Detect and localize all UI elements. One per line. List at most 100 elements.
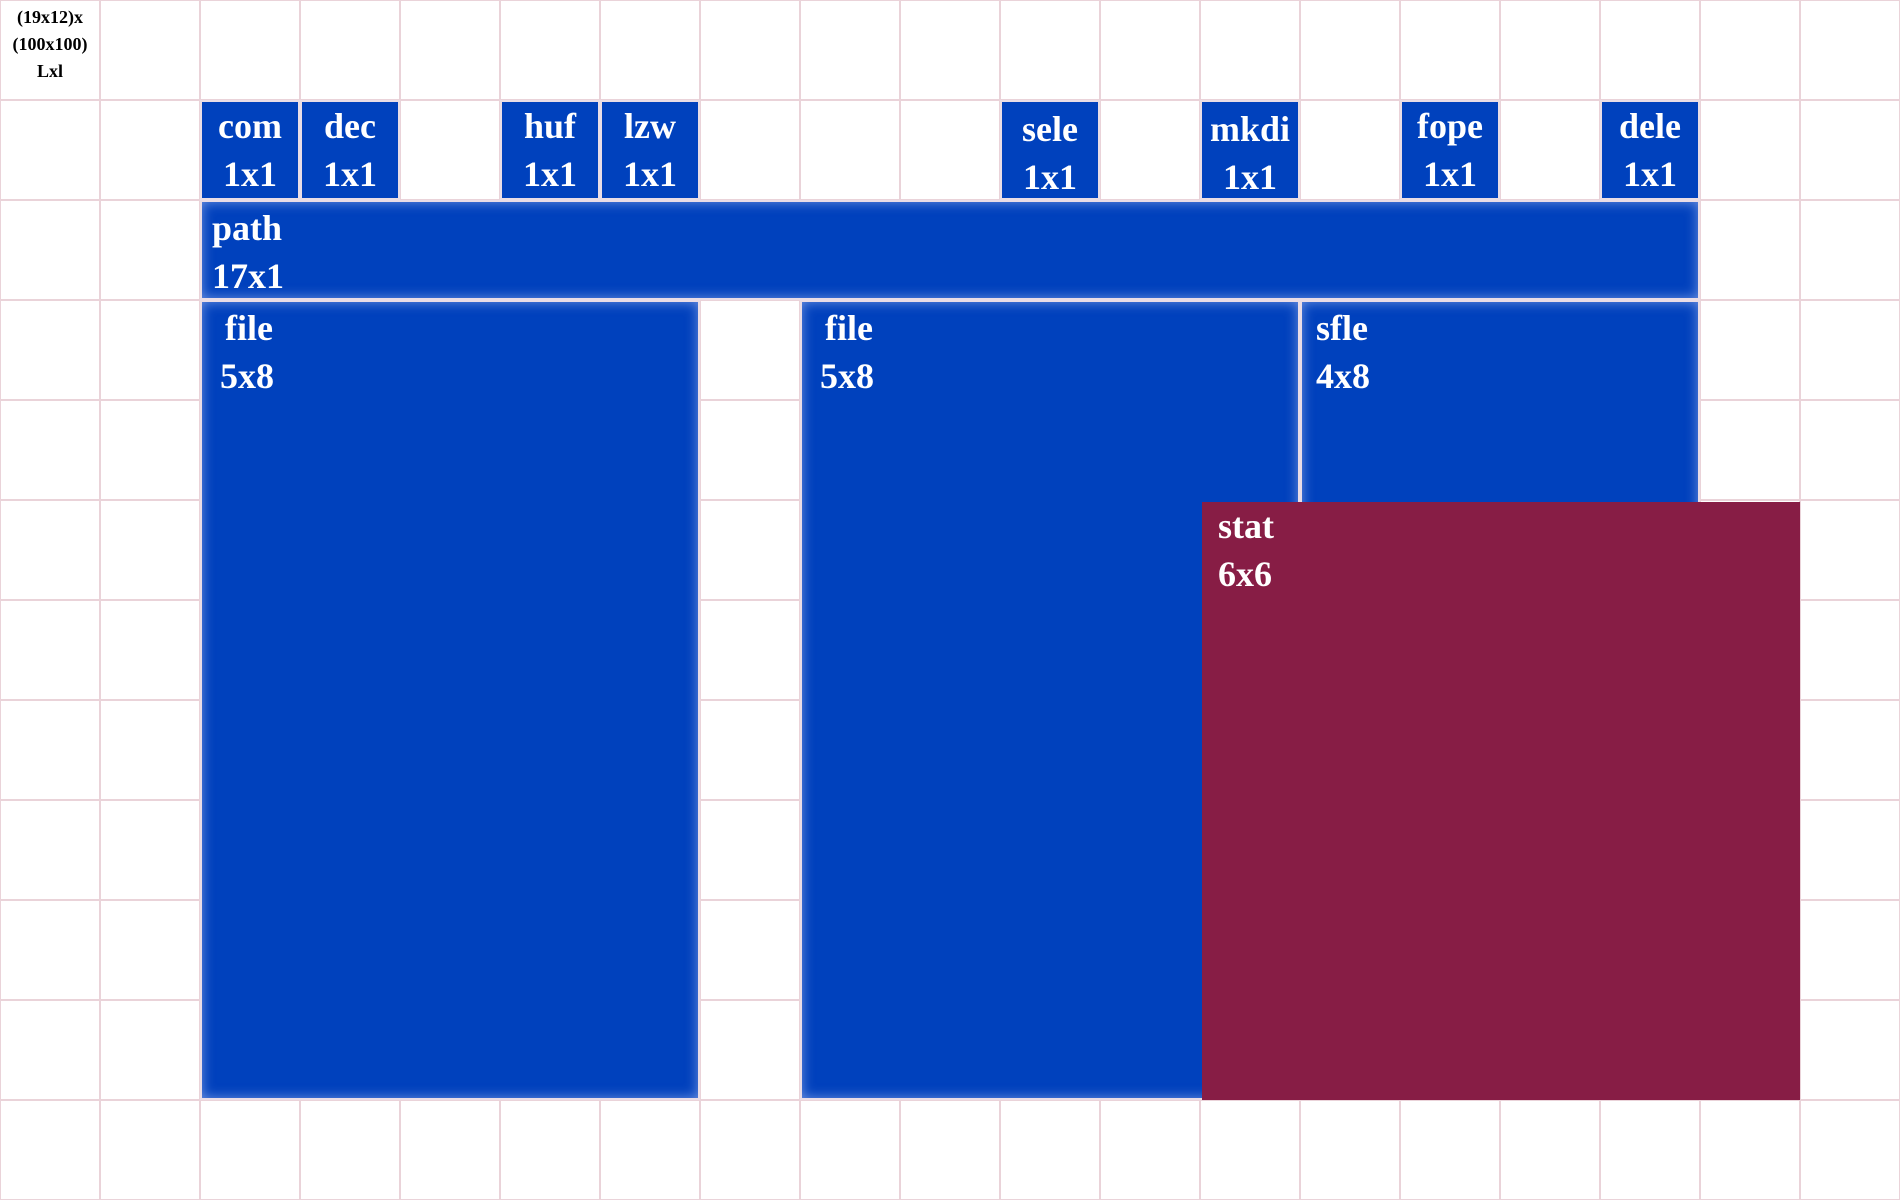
grid-cell (1700, 1100, 1800, 1200)
status-panel-size: 6x6 (1218, 554, 1272, 594)
grid-cell (0, 1100, 100, 1200)
grid-cell (0, 300, 100, 400)
grid-info-label: (19x12)x (100x100) Lxl (0, 0, 100, 100)
grid-cell (100, 200, 200, 300)
select-button-size: 1x1 (1023, 157, 1077, 197)
path-bar-size: 17x1 (212, 256, 284, 296)
grid-cell (1800, 900, 1900, 1000)
grid-cell (500, 0, 600, 100)
grid-cell (100, 500, 200, 600)
grid-cell (1100, 1100, 1200, 1200)
grid-cell (700, 1000, 800, 1100)
grid-cell (200, 0, 300, 100)
mkdir-button-label: mkdi (1209, 109, 1291, 149)
grid-cell (100, 400, 200, 500)
selected-files-size: 4x8 (1316, 356, 1370, 396)
grid-cell (600, 1100, 700, 1200)
grid-cell (1800, 100, 1900, 200)
lzw-button-size: 1x1 (623, 154, 677, 194)
grid-cell (800, 1100, 900, 1200)
fopen-button[interactable]: fope 1x1 (1400, 100, 1500, 200)
grid-cell (900, 0, 1000, 100)
grid-cell (300, 0, 400, 100)
decompress-button-size: 1x1 (323, 154, 377, 194)
grid-cell (900, 100, 1000, 200)
grid-cell (100, 600, 200, 700)
grid-cell (0, 600, 100, 700)
delete-button[interactable]: dele 1x1 (1600, 100, 1700, 200)
grid-cell (600, 0, 700, 100)
unit-text: Lxl (36, 61, 63, 81)
grid-cell (1800, 800, 1900, 900)
grid-cell (700, 700, 800, 800)
decompress-button[interactable]: dec 1x1 (300, 100, 400, 200)
grid-cell (1700, 300, 1800, 400)
grid-cell (1800, 200, 1900, 300)
delete-button-size: 1x1 (1623, 154, 1677, 194)
lzw-button[interactable]: lzw 1x1 (600, 100, 700, 200)
grid-cell (0, 800, 100, 900)
grid-cell (1700, 0, 1800, 100)
grid-cell (0, 200, 100, 300)
compress-button[interactable]: com 1x1 (200, 100, 300, 200)
selected-files-label: sfle (1316, 308, 1368, 348)
grid-cell (700, 600, 800, 700)
grid-cell (700, 900, 800, 1000)
grid-cell (300, 1100, 400, 1200)
grid-cell (1200, 1100, 1300, 1200)
grid-cell (0, 100, 100, 200)
file-list-left-size: 5x8 (220, 356, 274, 396)
path-bar[interactable]: path 17x1 (200, 200, 1700, 300)
grid-cell (100, 300, 200, 400)
grid-cell (700, 1100, 800, 1200)
status-panel: stat 6x6 (1202, 502, 1800, 1100)
mkdir-button[interactable]: mkdi 1x1 (1200, 100, 1300, 200)
delete-button-label: dele (1619, 106, 1681, 146)
grid-cell (200, 1100, 300, 1200)
file-list-left-label: file (225, 308, 273, 348)
grid-cell (800, 100, 900, 200)
grid-cell (700, 800, 800, 900)
select-button[interactable]: sele 1x1 (1000, 100, 1100, 200)
grid-cell (1600, 1100, 1700, 1200)
file-list-right-size: 5x8 (820, 356, 874, 396)
grid-cell (100, 700, 200, 800)
fopen-button-label: fope (1417, 106, 1483, 146)
grid-cell (1800, 700, 1900, 800)
grid-cell (1500, 1100, 1600, 1200)
path-bar-label: path (212, 208, 283, 248)
grid-cell (1800, 500, 1900, 600)
grid-cell (100, 800, 200, 900)
grid-cell (1000, 0, 1100, 100)
grid-cell (1400, 0, 1500, 100)
compress-button-label: com (218, 106, 282, 146)
grid-cell (0, 900, 100, 1000)
grid-size-text: (19x12)x (17, 7, 83, 27)
grid-cell (0, 700, 100, 800)
grid-cell (1000, 1100, 1100, 1200)
grid-cell (1100, 0, 1200, 100)
grid-cell (400, 1100, 500, 1200)
grid-cell (1700, 100, 1800, 200)
grid-cell (1800, 300, 1900, 400)
grid-cell (1700, 200, 1800, 300)
huffman-button-size: 1x1 (523, 154, 577, 194)
grid-cell (1300, 0, 1400, 100)
file-list-left[interactable]: file 5x8 (200, 300, 700, 1100)
grid-cell (1500, 100, 1600, 200)
grid-cell (700, 500, 800, 600)
grid-cell (0, 1000, 100, 1100)
grid-cell (400, 0, 500, 100)
grid-cell (1400, 1100, 1500, 1200)
grid-cell (1800, 600, 1900, 700)
grid-cell (700, 100, 800, 200)
lzw-button-label: lzw (624, 106, 676, 146)
grid-cell (0, 500, 100, 600)
grid-cell (0, 400, 100, 500)
huffman-button[interactable]: huf 1x1 (500, 100, 600, 200)
grid-cell (1300, 100, 1400, 200)
grid-cell (100, 900, 200, 1000)
grid-cell (1300, 1100, 1400, 1200)
grid-cell (1800, 1000, 1900, 1100)
grid-cell (700, 300, 800, 400)
